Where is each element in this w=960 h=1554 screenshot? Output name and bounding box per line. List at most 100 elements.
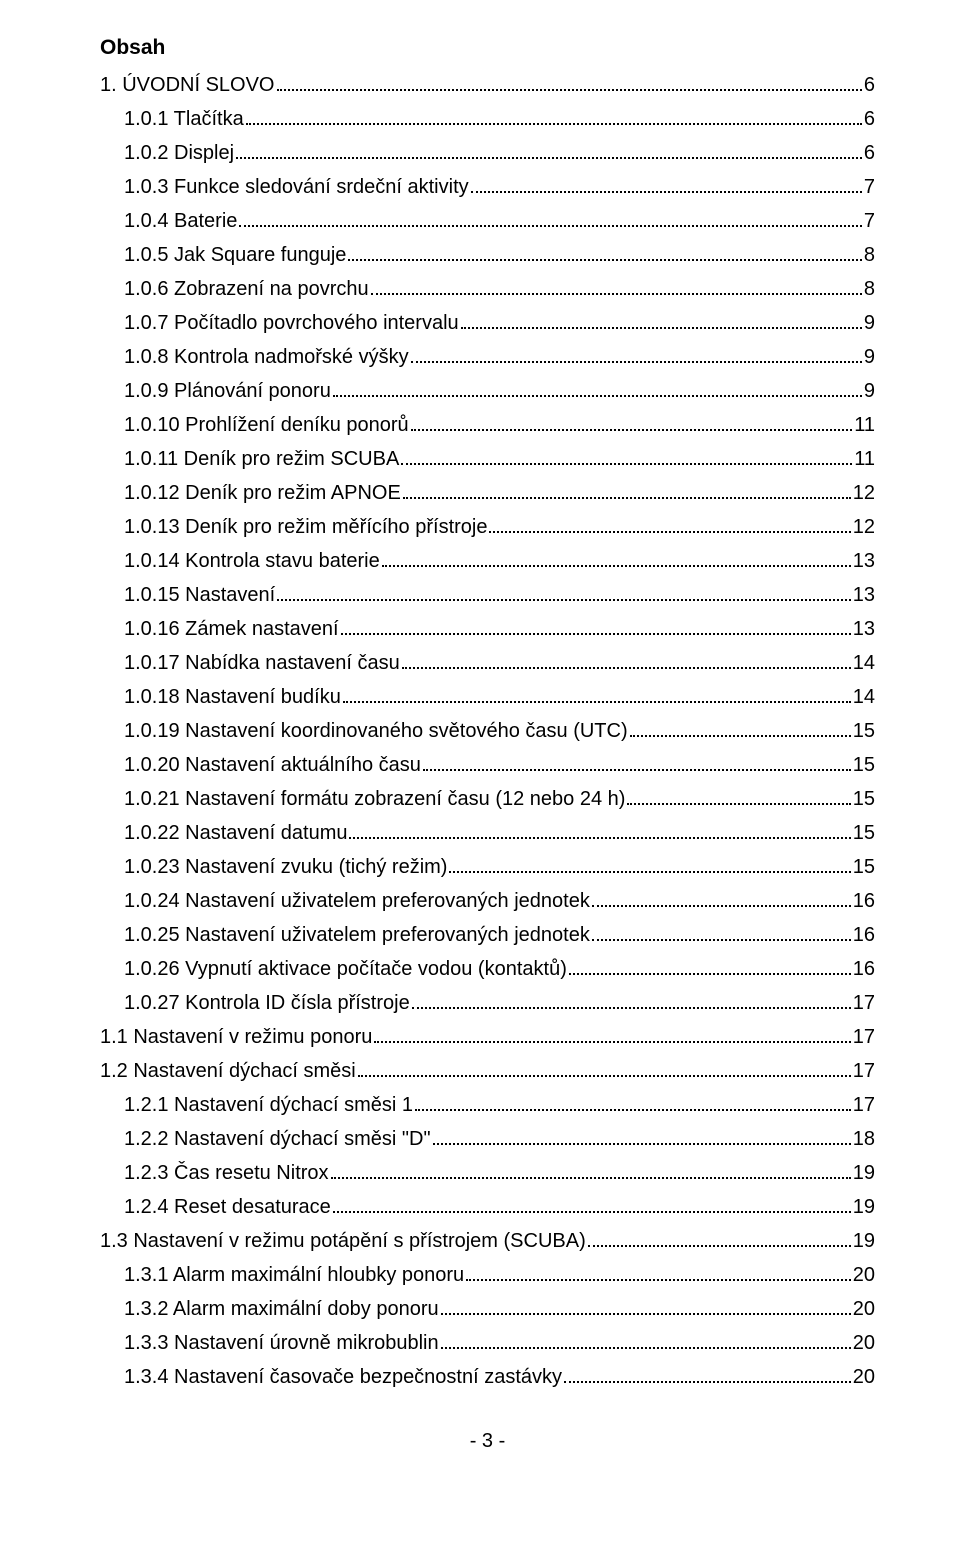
- toc-leader-dots: [411, 361, 862, 363]
- toc-entry-label: 1.0.21 Nastavení formátu zobrazení času …: [124, 782, 625, 816]
- toc-entry-page: 9: [864, 306, 875, 340]
- toc-entry-page: 19: [853, 1190, 875, 1224]
- toc-entry: 1.2.4 Reset desaturace19: [100, 1190, 875, 1224]
- toc-leader-dots: [277, 89, 862, 91]
- toc-entry-label: 1.0.27 Kontrola ID čísla přístroje: [124, 986, 410, 1020]
- toc-leader-dots: [333, 395, 862, 397]
- toc-entry: 1.3.2 Alarm maximální doby ponoru20: [100, 1292, 875, 1326]
- toc-leader-dots: [349, 837, 850, 839]
- toc-leader-dots: [415, 1109, 851, 1111]
- toc-entry-label: 1.0.6 Zobrazení na povrchu: [124, 272, 369, 306]
- toc-leader-dots: [239, 225, 861, 227]
- toc-entry-page: 18: [853, 1122, 875, 1156]
- toc-entry-page: 17: [853, 986, 875, 1020]
- toc-leader-dots: [433, 1143, 851, 1145]
- toc-leader-dots: [588, 1245, 851, 1247]
- toc-leader-dots: [441, 1347, 851, 1349]
- toc-entry: 1.0.26 Vypnutí aktivace počítače vodou (…: [100, 952, 875, 986]
- toc-entry-label: 1.0.19 Nastavení koordinovaného světovéh…: [124, 714, 628, 748]
- toc-leader-dots: [592, 905, 851, 907]
- toc-entry-page: 15: [853, 714, 875, 748]
- toc-entry: 1.0.2 Displej6: [100, 136, 875, 170]
- toc-entry-label: 1.0.13 Deník pro režim měřícího přístroj…: [124, 510, 487, 544]
- toc-leader-dots: [411, 429, 853, 431]
- toc-entry-label: 1.2 Nastavení dýchací směsi: [100, 1054, 356, 1088]
- toc-leader-dots: [466, 1279, 851, 1281]
- toc-entry: 1.0.27 Kontrola ID čísla přístroje 17: [100, 986, 875, 1020]
- toc-entry-label: 1.0.12 Deník pro režim APNOE: [124, 476, 401, 510]
- toc-entry-page: 6: [864, 68, 875, 102]
- toc-entry-page: 7: [864, 204, 875, 238]
- toc-entry-label: 1.0.10 Prohlížení deníku ponorů: [124, 408, 409, 442]
- toc-leader-dots: [402, 667, 851, 669]
- toc-entry-page: 13: [853, 578, 875, 612]
- toc-leader-dots: [449, 871, 850, 873]
- toc-entry: 1.0.7 Počítadlo povrchového intervalu9: [100, 306, 875, 340]
- toc-entry: 1.0.13 Deník pro režim měřícího přístroj…: [100, 510, 875, 544]
- toc-entry: 1.0.3 Funkce sledování srdeční aktivity7: [100, 170, 875, 204]
- toc-entry-label: 1.0.1 Tlačítka: [124, 102, 244, 136]
- toc-entry-label: 1.0.11 Deník pro režim SCUBA: [124, 442, 399, 476]
- toc-entry: 1.3 Nastavení v režimu potápění s přístr…: [100, 1224, 875, 1258]
- toc-leader-dots: [592, 939, 851, 941]
- toc-entry-page: 12: [853, 476, 875, 510]
- toc-entry: 1.0.6 Zobrazení na povrchu8: [100, 272, 875, 306]
- toc-entry: 1.2.1 Nastavení dýchací směsi 1 17: [100, 1088, 875, 1122]
- toc-entry: 1.0.22 Nastavení datumu15: [100, 816, 875, 850]
- toc-entry-page: 9: [864, 340, 875, 374]
- toc-leader-dots: [441, 1313, 851, 1315]
- toc-entry-label: 1.2.3 Čas resetu Nitrox: [124, 1156, 329, 1190]
- toc-entry-label: 1.3 Nastavení v režimu potápění s přístr…: [100, 1224, 586, 1258]
- toc-leader-dots: [564, 1381, 851, 1383]
- toc-entry-label: 1.0.18 Nastavení budíku: [124, 680, 341, 714]
- toc-entry-label: 1.0.20 Nastavení aktuálního času: [124, 748, 421, 782]
- toc-entry: 1.0.15 Nastavení13: [100, 578, 875, 612]
- toc-entry: 1.0.16 Zámek nastavení13: [100, 612, 875, 646]
- toc-leader-dots: [382, 565, 851, 567]
- toc-entry-page: 6: [864, 136, 875, 170]
- toc-leader-dots: [569, 973, 851, 975]
- toc-entry-page: 16: [853, 918, 875, 952]
- toc-leader-dots: [333, 1211, 851, 1213]
- toc-entry: 1.0.9 Plánování ponoru9: [100, 374, 875, 408]
- toc-leader-dots: [246, 123, 862, 125]
- toc-entry: 1.0.11 Deník pro režim SCUBA11: [100, 442, 875, 476]
- toc-entry-label: 1.0.16 Zámek nastavení: [124, 612, 339, 646]
- toc-leader-dots: [630, 735, 851, 737]
- toc-entry: 1.0.20 Nastavení aktuálního času15: [100, 748, 875, 782]
- toc-leader-dots: [277, 599, 851, 601]
- toc-entry-label: 1.1 Nastavení v režimu ponoru: [100, 1020, 372, 1054]
- toc-leader-dots: [423, 769, 851, 771]
- toc-entry-page: 19: [853, 1156, 875, 1190]
- toc-entry-page: 16: [853, 884, 875, 918]
- toc-entry-page: 14: [853, 646, 875, 680]
- toc-entry-page: 8: [864, 238, 875, 272]
- toc-entry: 1.3.3 Nastavení úrovně mikrobublin20: [100, 1326, 875, 1360]
- toc-entry-page: 16: [853, 952, 875, 986]
- toc-entry: 1.2.2 Nastavení dýchací směsi "D"18: [100, 1122, 875, 1156]
- toc-entry: 1.0.12 Deník pro režim APNOE 12: [100, 476, 875, 510]
- toc-entry-label: 1.2.1 Nastavení dýchací směsi 1: [124, 1088, 413, 1122]
- toc-entry: 1.0.14 Kontrola stavu baterie13: [100, 544, 875, 578]
- toc-entry-page: 17: [853, 1088, 875, 1122]
- toc-leader-dots: [403, 497, 851, 499]
- toc-leader-dots: [374, 1041, 850, 1043]
- toc-entry: 1.0.25 Nastavení uživatelem preferovanýc…: [100, 918, 875, 952]
- toc-entry-page: 12: [853, 510, 875, 544]
- toc-leader-dots: [489, 531, 850, 533]
- toc-entry: 1.0.19 Nastavení koordinovaného světovéh…: [100, 714, 875, 748]
- toc-entry: 1.0.1 Tlačítka6: [100, 102, 875, 136]
- toc-leader-dots: [343, 701, 851, 703]
- toc-entry: 1.0.5 Jak Square funguje 8: [100, 238, 875, 272]
- toc-entry-page: 15: [853, 782, 875, 816]
- toc-entry-label: 1.0.5 Jak Square funguje: [124, 238, 346, 272]
- toc-entry-page: 17: [853, 1054, 875, 1088]
- toc-body: 1. ÚVODNÍ SLOVO61.0.1 Tlačítka61.0.2 Dis…: [100, 68, 875, 1394]
- toc-entry-page: 17: [853, 1020, 875, 1054]
- toc-entry-label: 1.0.3 Funkce sledování srdeční aktivity: [124, 170, 469, 204]
- toc-leader-dots: [358, 1075, 851, 1077]
- toc-entry: 1.0.18 Nastavení budíku14: [100, 680, 875, 714]
- toc-entry-page: 20: [853, 1326, 875, 1360]
- toc-entry-label: 1.3.1 Alarm maximální hloubky ponoru: [124, 1258, 464, 1292]
- toc-entry-page: 20: [853, 1258, 875, 1292]
